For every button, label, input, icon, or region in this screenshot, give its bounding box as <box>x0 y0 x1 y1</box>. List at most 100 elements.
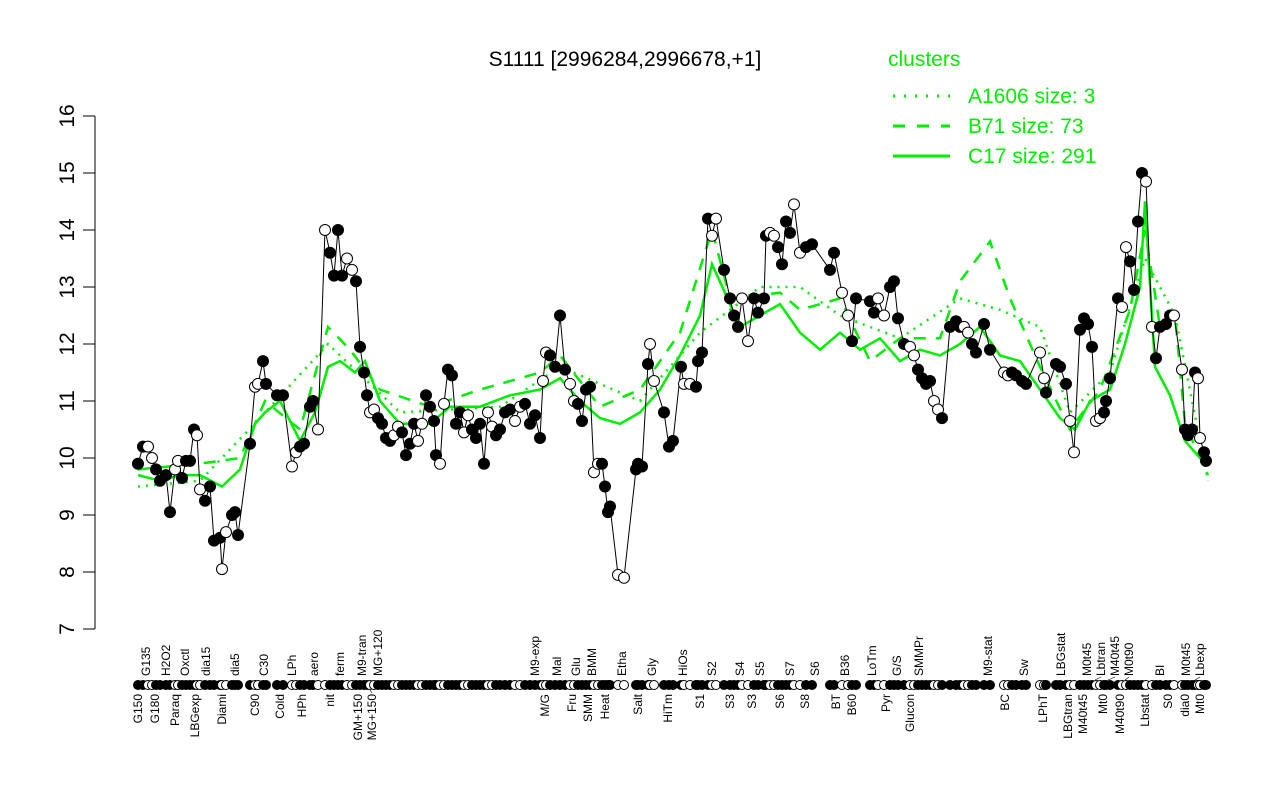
data-point <box>1020 377 1032 390</box>
data-point <box>220 526 232 539</box>
data-point <box>420 389 432 402</box>
data-point <box>559 363 571 376</box>
x-tick-label: S4 <box>733 661 747 676</box>
x-tick-label: LPh <box>285 655 299 676</box>
data-point <box>824 263 836 276</box>
data-point <box>806 238 818 251</box>
x-tick-label: Pyr <box>879 694 893 712</box>
x-tick-label: MG+120 <box>371 629 385 676</box>
data-point <box>599 480 611 493</box>
x-tick-labels: G135 H2O2 Oxctl dia15 dia5 C30 LPh aero ferm M9-t… <box>131 629 1207 740</box>
x-tick-label: M40t90 <box>1113 694 1127 734</box>
data-point <box>244 437 256 450</box>
data-point <box>354 340 366 353</box>
x-tick-label: S3 <box>723 694 737 709</box>
y-tick-label: 12 <box>56 332 79 355</box>
data-point <box>1176 363 1188 376</box>
data-point <box>1064 414 1076 427</box>
x-tick-label: HiTm <box>661 694 675 723</box>
data-point <box>984 343 996 356</box>
data-point <box>924 375 936 388</box>
x-tick-label: Fru <box>565 694 579 712</box>
x-tick-label: Lbstat <box>1138 693 1152 726</box>
data-point <box>150 463 162 476</box>
data-point <box>1068 446 1080 459</box>
data-point <box>572 397 584 410</box>
data-point <box>1128 283 1140 296</box>
x-tick-label: Etha <box>615 651 629 676</box>
data-point <box>164 506 176 519</box>
data-point <box>658 406 670 419</box>
data-point <box>396 426 408 439</box>
data-point <box>307 395 319 407</box>
data-point <box>768 229 780 242</box>
data-point <box>216 563 228 576</box>
data-point <box>199 494 211 507</box>
x-tick-label: M0t45 <box>1179 642 1193 676</box>
data-point <box>892 312 904 325</box>
data-point <box>742 335 754 348</box>
data-point <box>908 349 920 362</box>
data-point <box>648 375 660 388</box>
rug-mark <box>619 680 629 690</box>
data-point <box>319 224 331 236</box>
y-tick-label: 13 <box>56 275 79 298</box>
data-point <box>936 412 948 425</box>
data-point <box>718 263 730 276</box>
x-tick-label: M/G <box>538 694 552 717</box>
data-point <box>350 275 362 288</box>
x-tick-label: Mt0 <box>1096 694 1110 714</box>
data-point <box>400 449 412 462</box>
rug-mark <box>278 680 288 690</box>
data-point <box>146 452 158 464</box>
x-tick-label: M9-stat <box>981 635 995 676</box>
x-tick-label: dia0 <box>1178 694 1192 717</box>
data-point <box>604 500 616 513</box>
x-tick-label: SMMPr <box>912 636 926 676</box>
data-point <box>752 306 764 319</box>
data-point <box>191 429 203 442</box>
series-line-b71 <box>137 225 1210 476</box>
x-tick-label: S8 <box>798 694 812 709</box>
data-point <box>724 292 736 305</box>
x-tick-label: M40t45 <box>1108 636 1122 676</box>
x-tick-label: M0t90 <box>1122 642 1136 676</box>
y-tick-label: 10 <box>56 446 79 469</box>
data-point <box>564 377 576 390</box>
x-tick-label: S5 <box>753 661 767 676</box>
data-point <box>424 400 436 413</box>
data-point <box>1054 360 1066 373</box>
y-tick-label: 14 <box>56 218 79 242</box>
data-point <box>1060 377 1072 390</box>
data-point <box>1034 346 1046 359</box>
data-point <box>644 338 656 350</box>
x-tick-label: G150 <box>131 694 145 724</box>
data-point <box>772 241 784 254</box>
data-point <box>176 471 188 484</box>
x-tick-label: LBGstat <box>1054 632 1068 676</box>
data-point <box>978 318 990 331</box>
x-tick-label: G/S <box>890 655 904 676</box>
series-line-c17 <box>137 201 1209 489</box>
data-point <box>450 417 462 430</box>
data-point <box>675 360 687 373</box>
y-tick-label: 11 <box>56 390 79 412</box>
data-point <box>710 212 722 225</box>
x-tick-label: aero <box>307 652 321 676</box>
data-point <box>872 292 884 305</box>
data-point <box>504 403 516 416</box>
y-tick-label: 7 <box>56 623 79 635</box>
data-point <box>776 258 788 271</box>
data-point <box>346 263 358 276</box>
data-point <box>696 346 708 359</box>
data-point <box>842 309 854 322</box>
data-point <box>846 335 858 348</box>
x-tick-label: Gly <box>645 658 659 676</box>
data-point <box>1082 318 1094 331</box>
data-point <box>509 414 521 427</box>
data-point <box>462 409 474 422</box>
data-point <box>132 457 144 470</box>
data-point <box>1086 340 1098 353</box>
rug-mark <box>851 680 861 690</box>
data-point <box>636 460 648 473</box>
